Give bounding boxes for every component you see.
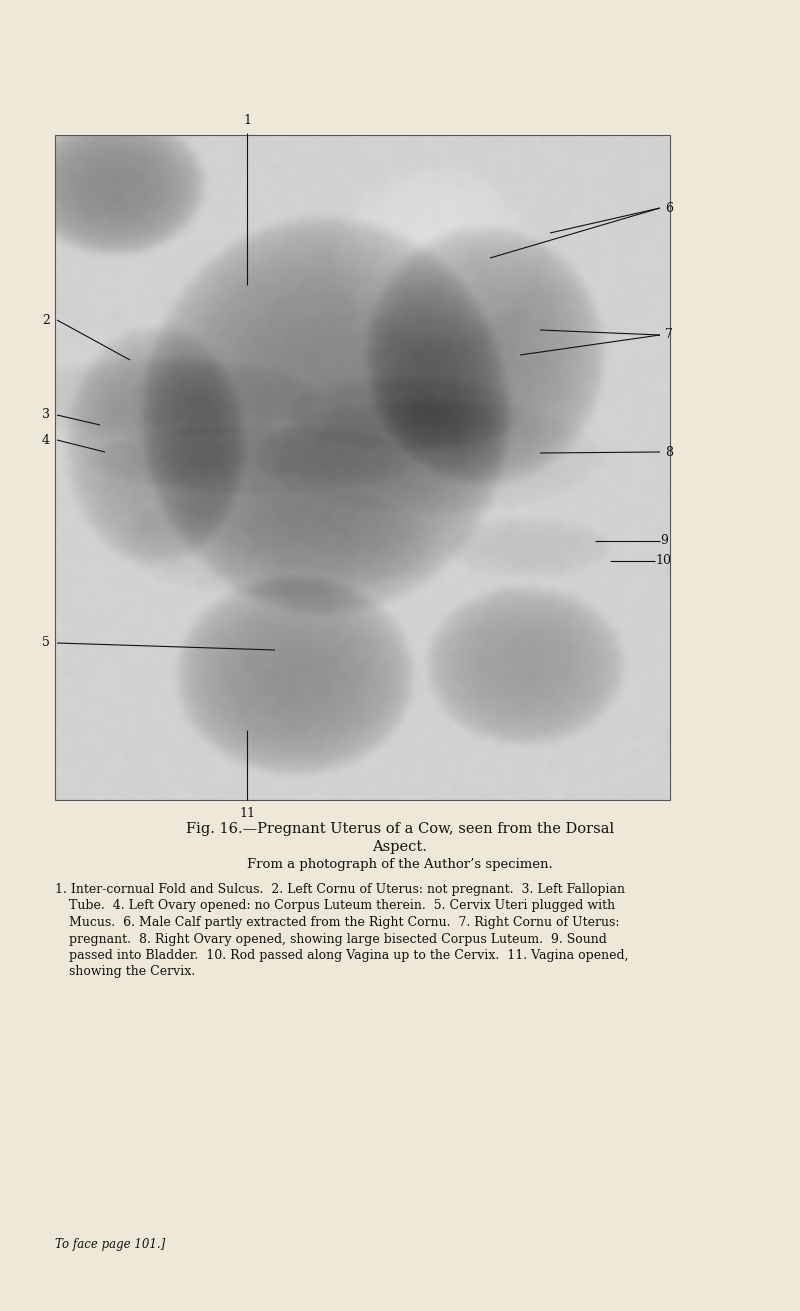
Text: Tube.  4. Left Ovary opened: no Corpus Luteum therein.  5. Cervix Uteri plugged : Tube. 4. Left Ovary opened: no Corpus Lu…: [69, 899, 615, 912]
Text: 5: 5: [42, 637, 50, 649]
Text: 7: 7: [665, 329, 673, 341]
Text: 1. Inter-cornual Fold and Sulcus.  2. Left Cornu of Uterus: not pregnant.  3. Le: 1. Inter-cornual Fold and Sulcus. 2. Lef…: [55, 884, 625, 895]
Text: 10: 10: [655, 555, 671, 568]
Text: Aspect.: Aspect.: [373, 840, 427, 853]
Text: To face page 101.]: To face page 101.]: [55, 1238, 166, 1251]
Text: 4: 4: [42, 434, 50, 447]
Text: pregnant.  8. Right Ovary opened, showing large bisected Corpus Luteum.  9. Soun: pregnant. 8. Right Ovary opened, showing…: [69, 932, 607, 945]
Text: 1: 1: [243, 114, 251, 127]
Text: showing the Cervix.: showing the Cervix.: [69, 965, 195, 978]
Text: Mucus.  6. Male Calf partly extracted from the Right Cornu.  7. Right Cornu of U: Mucus. 6. Male Calf partly extracted fro…: [69, 916, 619, 929]
Text: 6: 6: [665, 202, 673, 215]
Text: passed into Bladder.  10. Rod passed along Vagina up to the Cervix.  11. Vagina : passed into Bladder. 10. Rod passed alon…: [69, 949, 629, 962]
Text: 11: 11: [239, 808, 255, 819]
Text: 8: 8: [665, 446, 673, 459]
Text: 9: 9: [660, 535, 668, 548]
Text: Fig. 16.—Pregnant Uterus of a Cow, seen from the Dorsal: Fig. 16.—Pregnant Uterus of a Cow, seen …: [186, 822, 614, 836]
Bar: [55, 135, 670, 800]
Text: From a photograph of the Author’s specimen.: From a photograph of the Author’s specim…: [247, 857, 553, 871]
Text: 3: 3: [42, 409, 50, 422]
Text: 2: 2: [42, 313, 50, 326]
